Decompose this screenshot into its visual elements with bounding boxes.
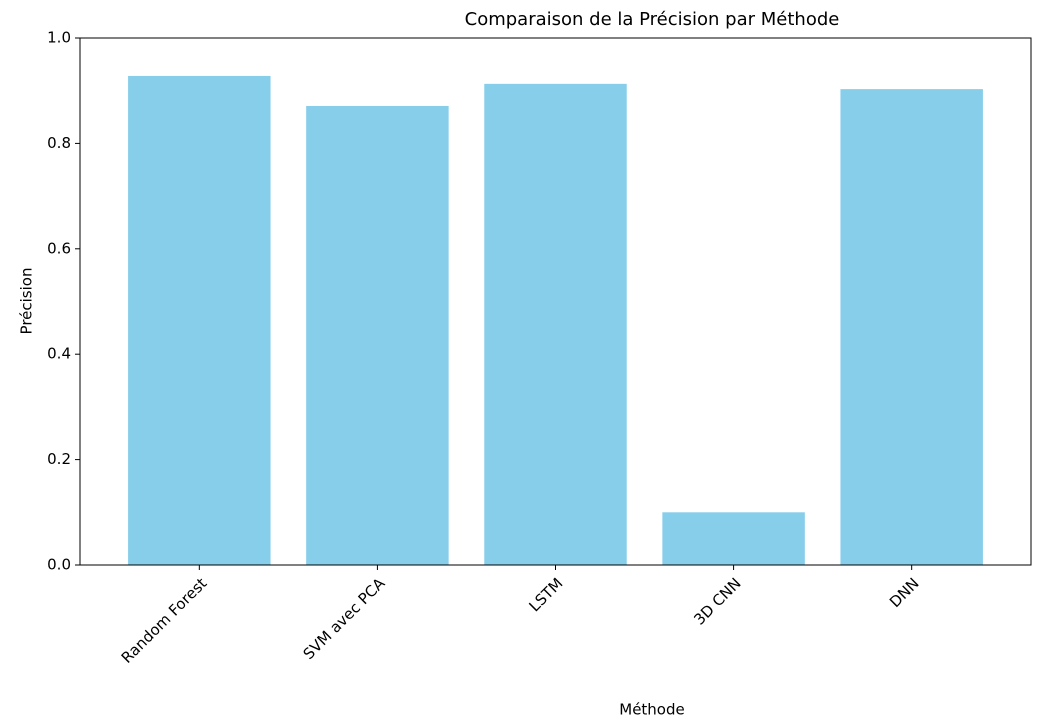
bar bbox=[128, 75, 271, 565]
plot-frame bbox=[79, 37, 1032, 566]
y-tick-label: 0.2 bbox=[47, 450, 71, 468]
x-axis-label: Méthode bbox=[619, 701, 685, 719]
x-tick-label: SVM avec PCA bbox=[300, 574, 389, 663]
y-tick-label: 0.6 bbox=[47, 239, 71, 257]
bar bbox=[840, 89, 983, 565]
y-tick-label: 1.0 bbox=[47, 29, 71, 47]
y-tick-label: 0.4 bbox=[47, 345, 71, 363]
bar bbox=[662, 512, 805, 565]
y-tick-label: 0.0 bbox=[47, 556, 71, 574]
chart-title: Comparaison de la Précision par Méthode bbox=[465, 9, 840, 30]
x-tick-label: LSTM bbox=[526, 574, 567, 615]
y-tick-label: 0.8 bbox=[47, 134, 71, 152]
x-tick-label: 3D CNN bbox=[690, 574, 744, 628]
bar bbox=[484, 83, 627, 565]
y-axis-label: Précision bbox=[18, 268, 36, 335]
x-tick-label: DNN bbox=[886, 574, 923, 611]
bar bbox=[306, 105, 449, 565]
x-tick-label: Random Forest bbox=[118, 574, 211, 667]
